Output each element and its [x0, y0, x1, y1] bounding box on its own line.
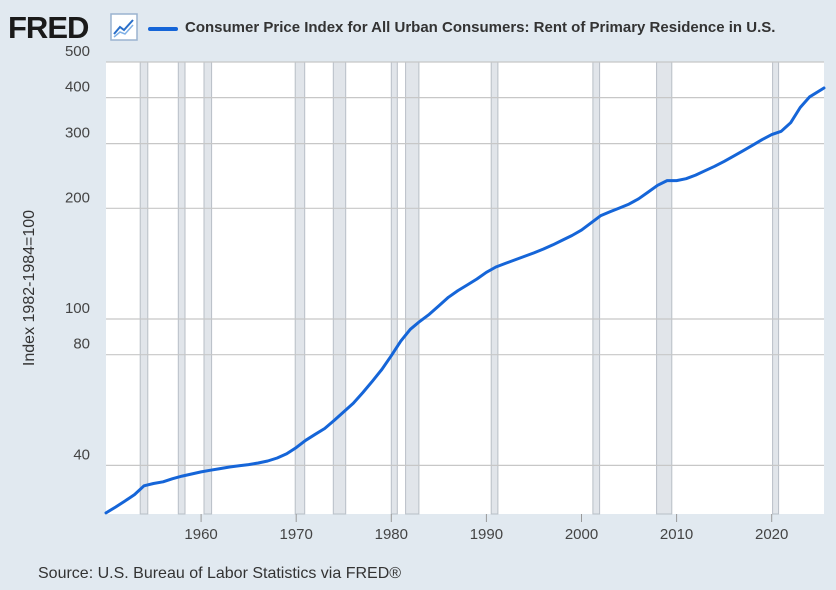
gridlines: [106, 61, 824, 466]
y-axis-label: Index 1982-1984=100: [21, 210, 38, 366]
y-tick-label: 400: [65, 79, 90, 96]
x-tick-label: 2020: [755, 526, 788, 543]
recession-band: [772, 61, 780, 515]
x-tick-label: 2000: [565, 526, 598, 543]
recession-band: [656, 61, 673, 515]
y-axis-ticks: 40 80 100 200 300 400 500: [65, 43, 90, 463]
x-tick-label: 1990: [470, 526, 503, 543]
y-tick-label: 300: [65, 125, 90, 142]
x-tick-label: 1970: [280, 526, 313, 543]
recession-band: [490, 61, 499, 515]
recession-band: [177, 61, 186, 515]
y-tick-label: 500: [65, 43, 90, 60]
y-tick-label: 40: [73, 446, 90, 463]
recession-band: [592, 61, 601, 515]
legend-line-swatch: [148, 27, 178, 31]
recession-band: [203, 61, 213, 515]
y-tick-label: 80: [73, 336, 90, 353]
series-line: [104, 86, 826, 515]
y-tick-label: 200: [65, 189, 90, 206]
recession-band: [390, 61, 398, 515]
recession-band: [139, 61, 149, 515]
x-tick-label: 1980: [375, 526, 408, 543]
line-chart: 1960 1970 1980 1990 2000 2010 2020 40 80 100 200 3…: [21, 43, 826, 543]
y-tick-label: 100: [65, 300, 90, 317]
x-tick-label: 1960: [184, 526, 217, 543]
recession-bands: [139, 61, 780, 515]
recession-band: [405, 61, 420, 515]
line-chart-icon: [110, 13, 138, 41]
x-axis-ticks: 1960 1970 1980 1990 2000 2010 2020: [184, 514, 788, 543]
recession-band: [332, 61, 347, 515]
x-tick-label: 2010: [660, 526, 693, 543]
source-note: Source: U.S. Bureau of Labor Statistics …: [38, 565, 402, 582]
fred-logo[interactable]: FRED: [8, 10, 89, 45]
chart-header: FRED Consumer Price Index for All Urban …: [0, 0, 836, 52]
chart-title: Consumer Price Index for All Urban Consu…: [185, 19, 776, 36]
